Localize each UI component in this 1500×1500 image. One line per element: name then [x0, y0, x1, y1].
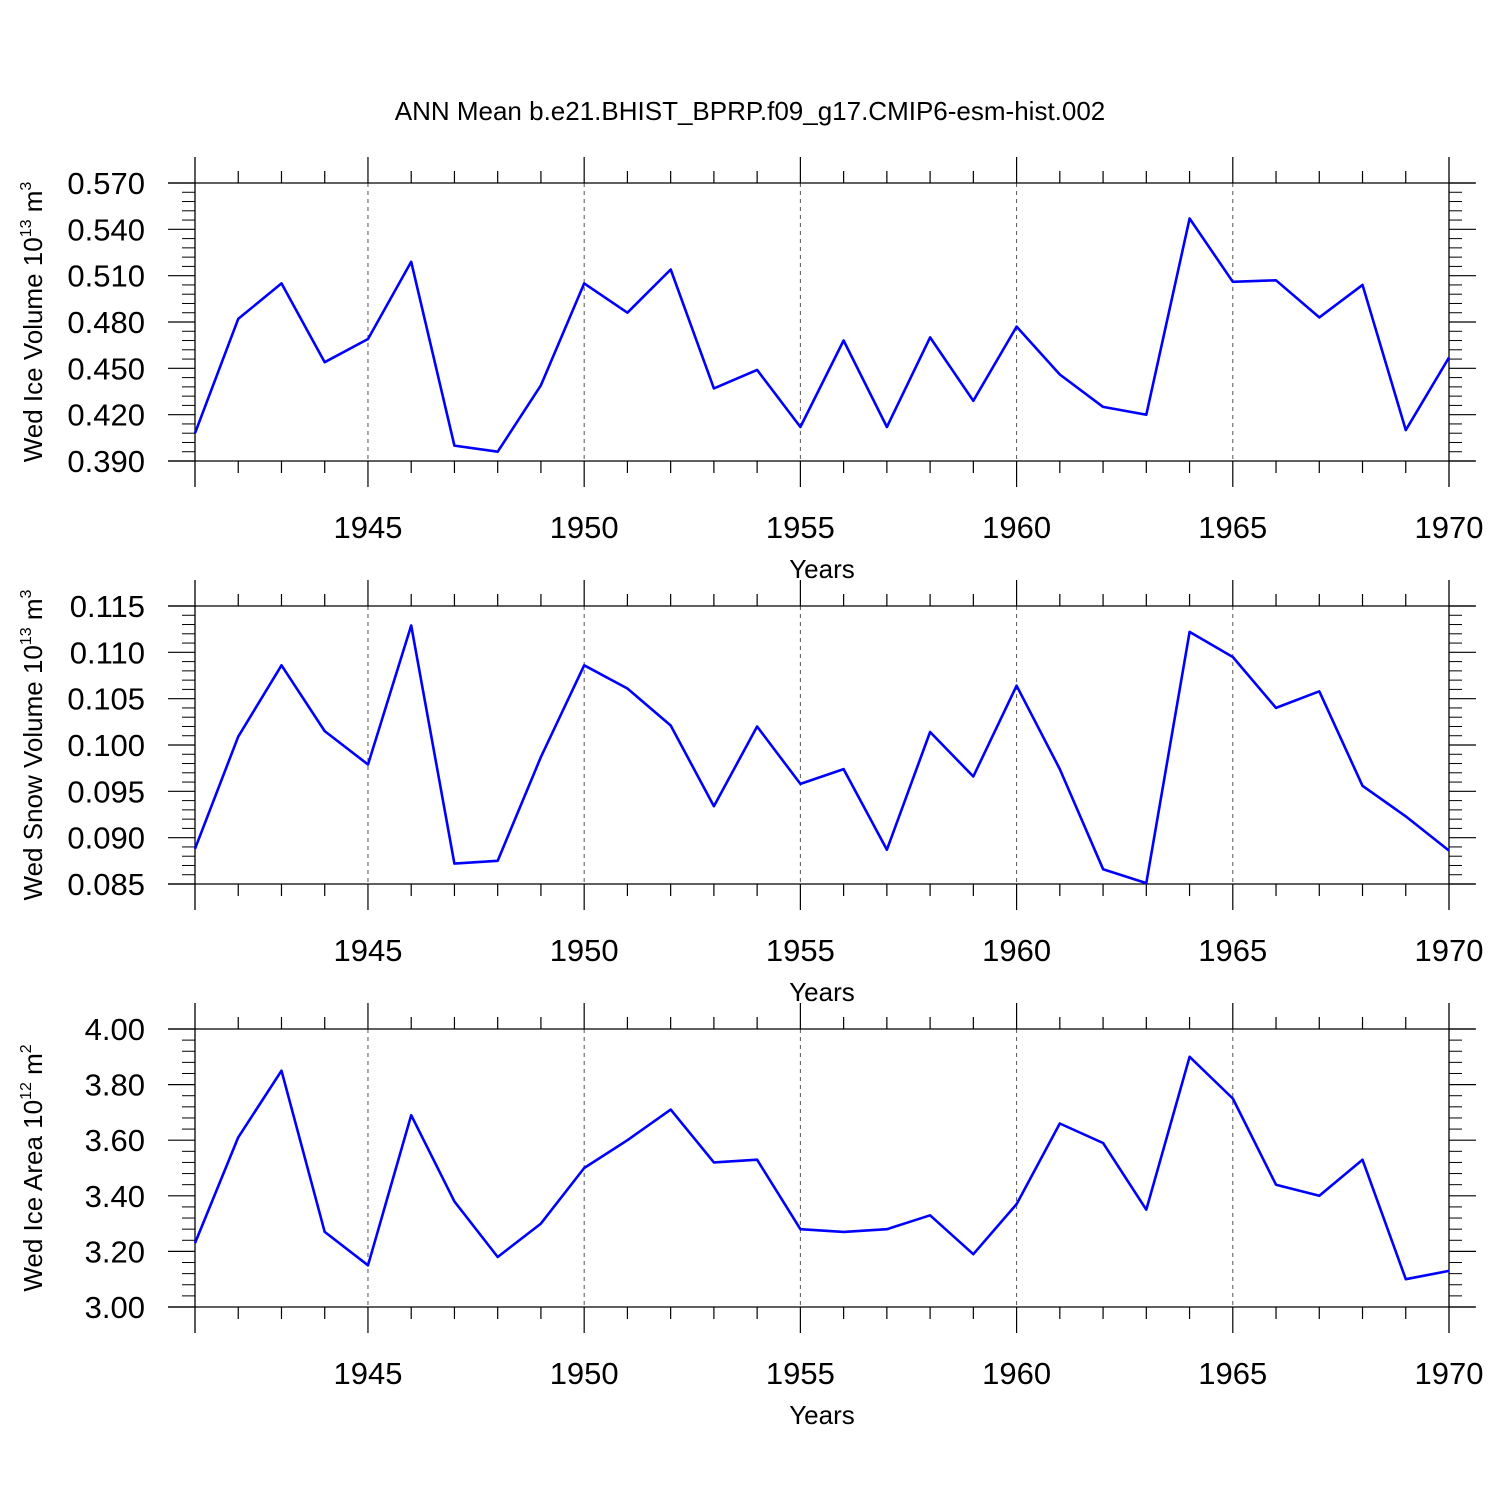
x-tick-label: 1955: [766, 510, 835, 545]
y-tick-label: 3.00: [85, 1290, 145, 1325]
chart-panels: 1945 1950 1955 1960 1965 1970 0.390 0.420 0.450 0…: [18, 157, 1483, 1430]
x-tick-label: 1965: [1198, 1356, 1267, 1391]
figure-title: ANN Mean b.e21.BHIST_BPRP.f09_g17.CMIP6-…: [395, 96, 1106, 126]
y-tick-label: 3.80: [85, 1068, 145, 1103]
chart-panel-1: 1945 1950 1955 1960 1965 1970 0.390 0.420 0.450 0…: [18, 157, 1483, 584]
x-tick-label: 1960: [982, 1356, 1051, 1391]
series-line: [193, 217, 1451, 454]
y-tick-label: 0.105: [67, 682, 145, 717]
y-tick-label: 0.480: [67, 305, 145, 340]
y-tick-label: 4.00: [85, 1012, 145, 1047]
y-tick-label: 3.20: [85, 1234, 145, 1269]
series-line: [193, 1055, 1450, 1281]
y-axis-title: Wed Ice Area 1012 m2: [18, 1044, 48, 1291]
y-tick-label: 0.115: [70, 589, 145, 624]
x-tick-label: 1945: [333, 933, 402, 968]
x-tick-label: 1970: [1415, 1356, 1484, 1391]
x-tick-label: 1960: [982, 933, 1051, 968]
y-tick-label: 0.420: [67, 398, 145, 433]
y-tick-label: 0.540: [67, 212, 145, 247]
y-tick-label: 3.60: [85, 1123, 145, 1158]
y-axis-title: Wed Ice Volume 1013 m3: [18, 182, 48, 463]
x-tick-label: 1960: [982, 510, 1051, 545]
x-tick-label: 1970: [1415, 510, 1484, 545]
x-tick-label: 1955: [766, 933, 835, 968]
x-tick-label: 1965: [1198, 933, 1267, 968]
x-tick-label: 1950: [550, 933, 619, 968]
x-tick-label: 1965: [1198, 510, 1267, 545]
y-tick-label: 0.510: [67, 259, 145, 294]
y-tick-label: 0.570: [67, 166, 145, 201]
y-tick-label: 0.390: [67, 444, 145, 479]
y-tick-label: 0.090: [67, 821, 145, 856]
y-axis-title: Wed Snow Volume 1013 m3: [18, 589, 48, 900]
x-axis-title: Years: [789, 1400, 855, 1430]
x-tick-label: 1950: [550, 1356, 619, 1391]
x-axis-title: Years: [789, 554, 855, 584]
x-tick-label: 1945: [333, 1356, 402, 1391]
y-tick-label: 0.085: [67, 867, 145, 902]
y-tick-label: 0.110: [70, 635, 145, 670]
chart-panel-2: 1945 1950 1955 1960 1965 1970 0.085 0.090 0.095 0…: [18, 580, 1483, 1007]
y-tick-label: 0.450: [67, 351, 145, 386]
series-line: [193, 624, 1450, 885]
y-tick-label: 0.095: [67, 774, 145, 809]
y-tick-label: 0.100: [67, 728, 145, 763]
x-tick-label: 1950: [550, 510, 619, 545]
x-tick-label: 1945: [333, 510, 402, 545]
x-axis-title: Years: [789, 977, 855, 1007]
x-tick-label: 1970: [1415, 933, 1484, 968]
chart-panel-3: 1945 1950 1955 1960 1965 1970 3.00 3.20 3.40 3.60…: [18, 1003, 1483, 1430]
y-tick-label: 3.40: [85, 1179, 145, 1214]
x-tick-label: 1955: [766, 1356, 835, 1391]
